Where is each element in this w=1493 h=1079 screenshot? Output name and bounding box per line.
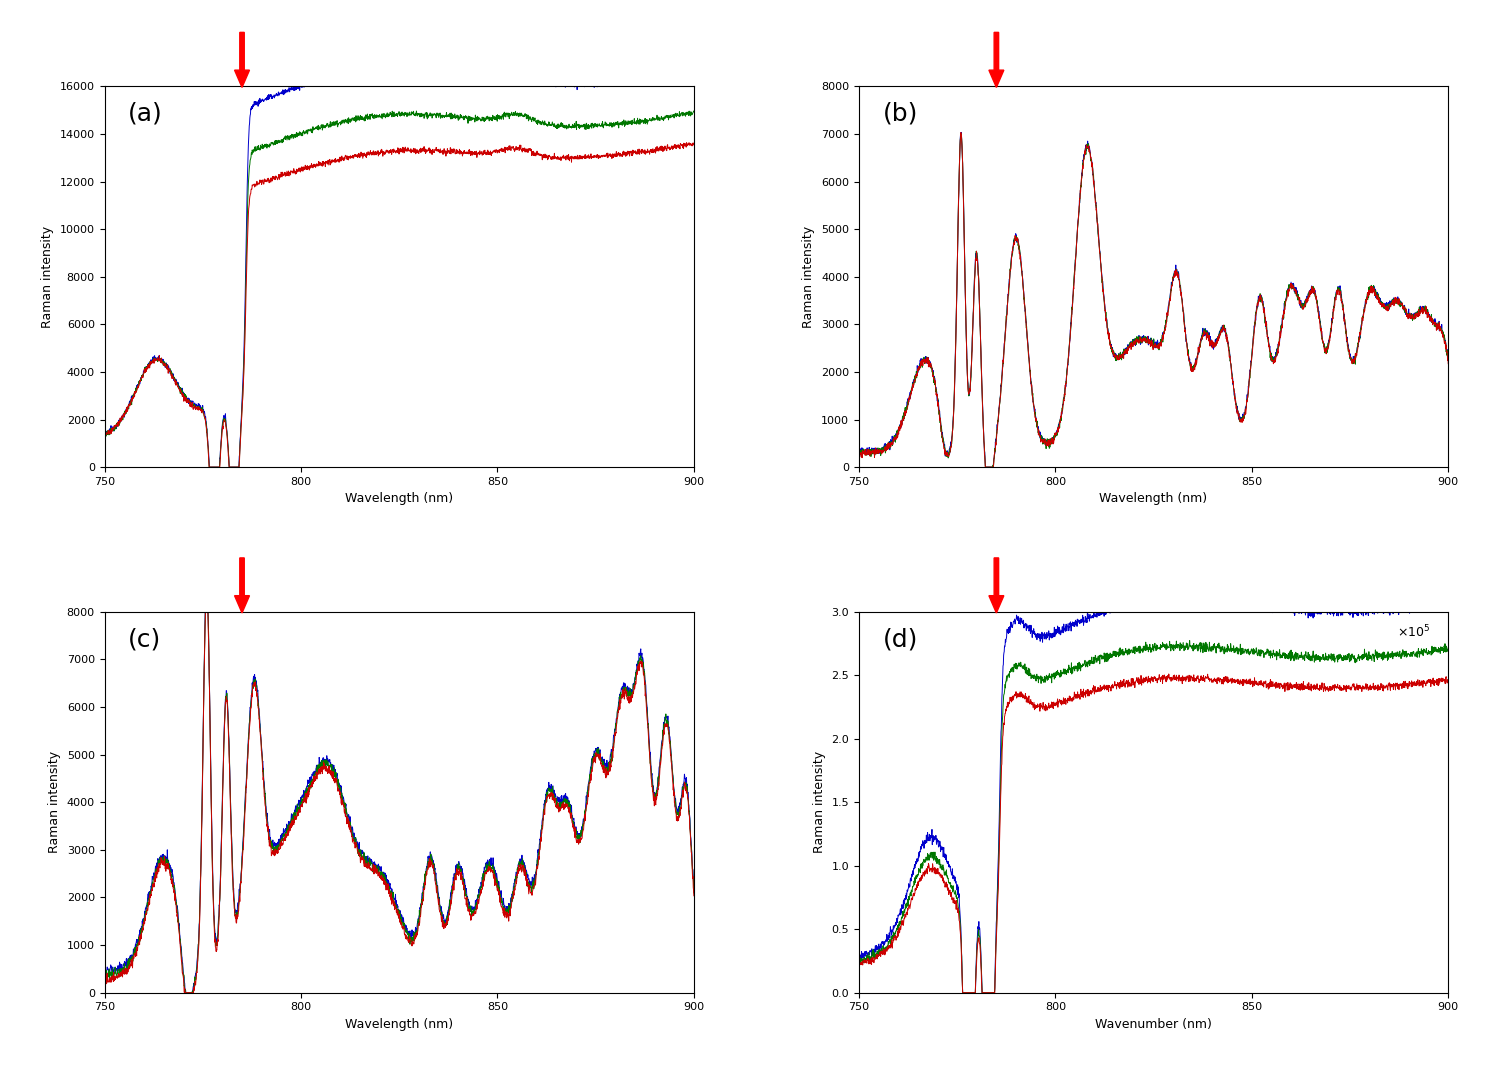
X-axis label: Wavenumber (nm): Wavenumber (nm)	[1094, 1017, 1212, 1030]
X-axis label: Wavelength (nm): Wavelength (nm)	[1099, 492, 1208, 505]
Text: (c): (c)	[128, 627, 161, 651]
Y-axis label: Raman intensity: Raman intensity	[48, 751, 61, 853]
Text: (b): (b)	[882, 101, 918, 125]
Y-axis label: Raman intensity: Raman intensity	[42, 226, 54, 328]
X-axis label: Wavelength (nm): Wavelength (nm)	[345, 492, 454, 505]
Text: (a): (a)	[128, 101, 163, 125]
Y-axis label: Raman intensity: Raman intensity	[812, 751, 826, 853]
Text: (d): (d)	[882, 627, 918, 651]
Y-axis label: Raman intensity: Raman intensity	[802, 226, 815, 328]
Text: $\times10^5$: $\times10^5$	[1397, 624, 1430, 640]
X-axis label: Wavelength (nm): Wavelength (nm)	[345, 1017, 454, 1030]
